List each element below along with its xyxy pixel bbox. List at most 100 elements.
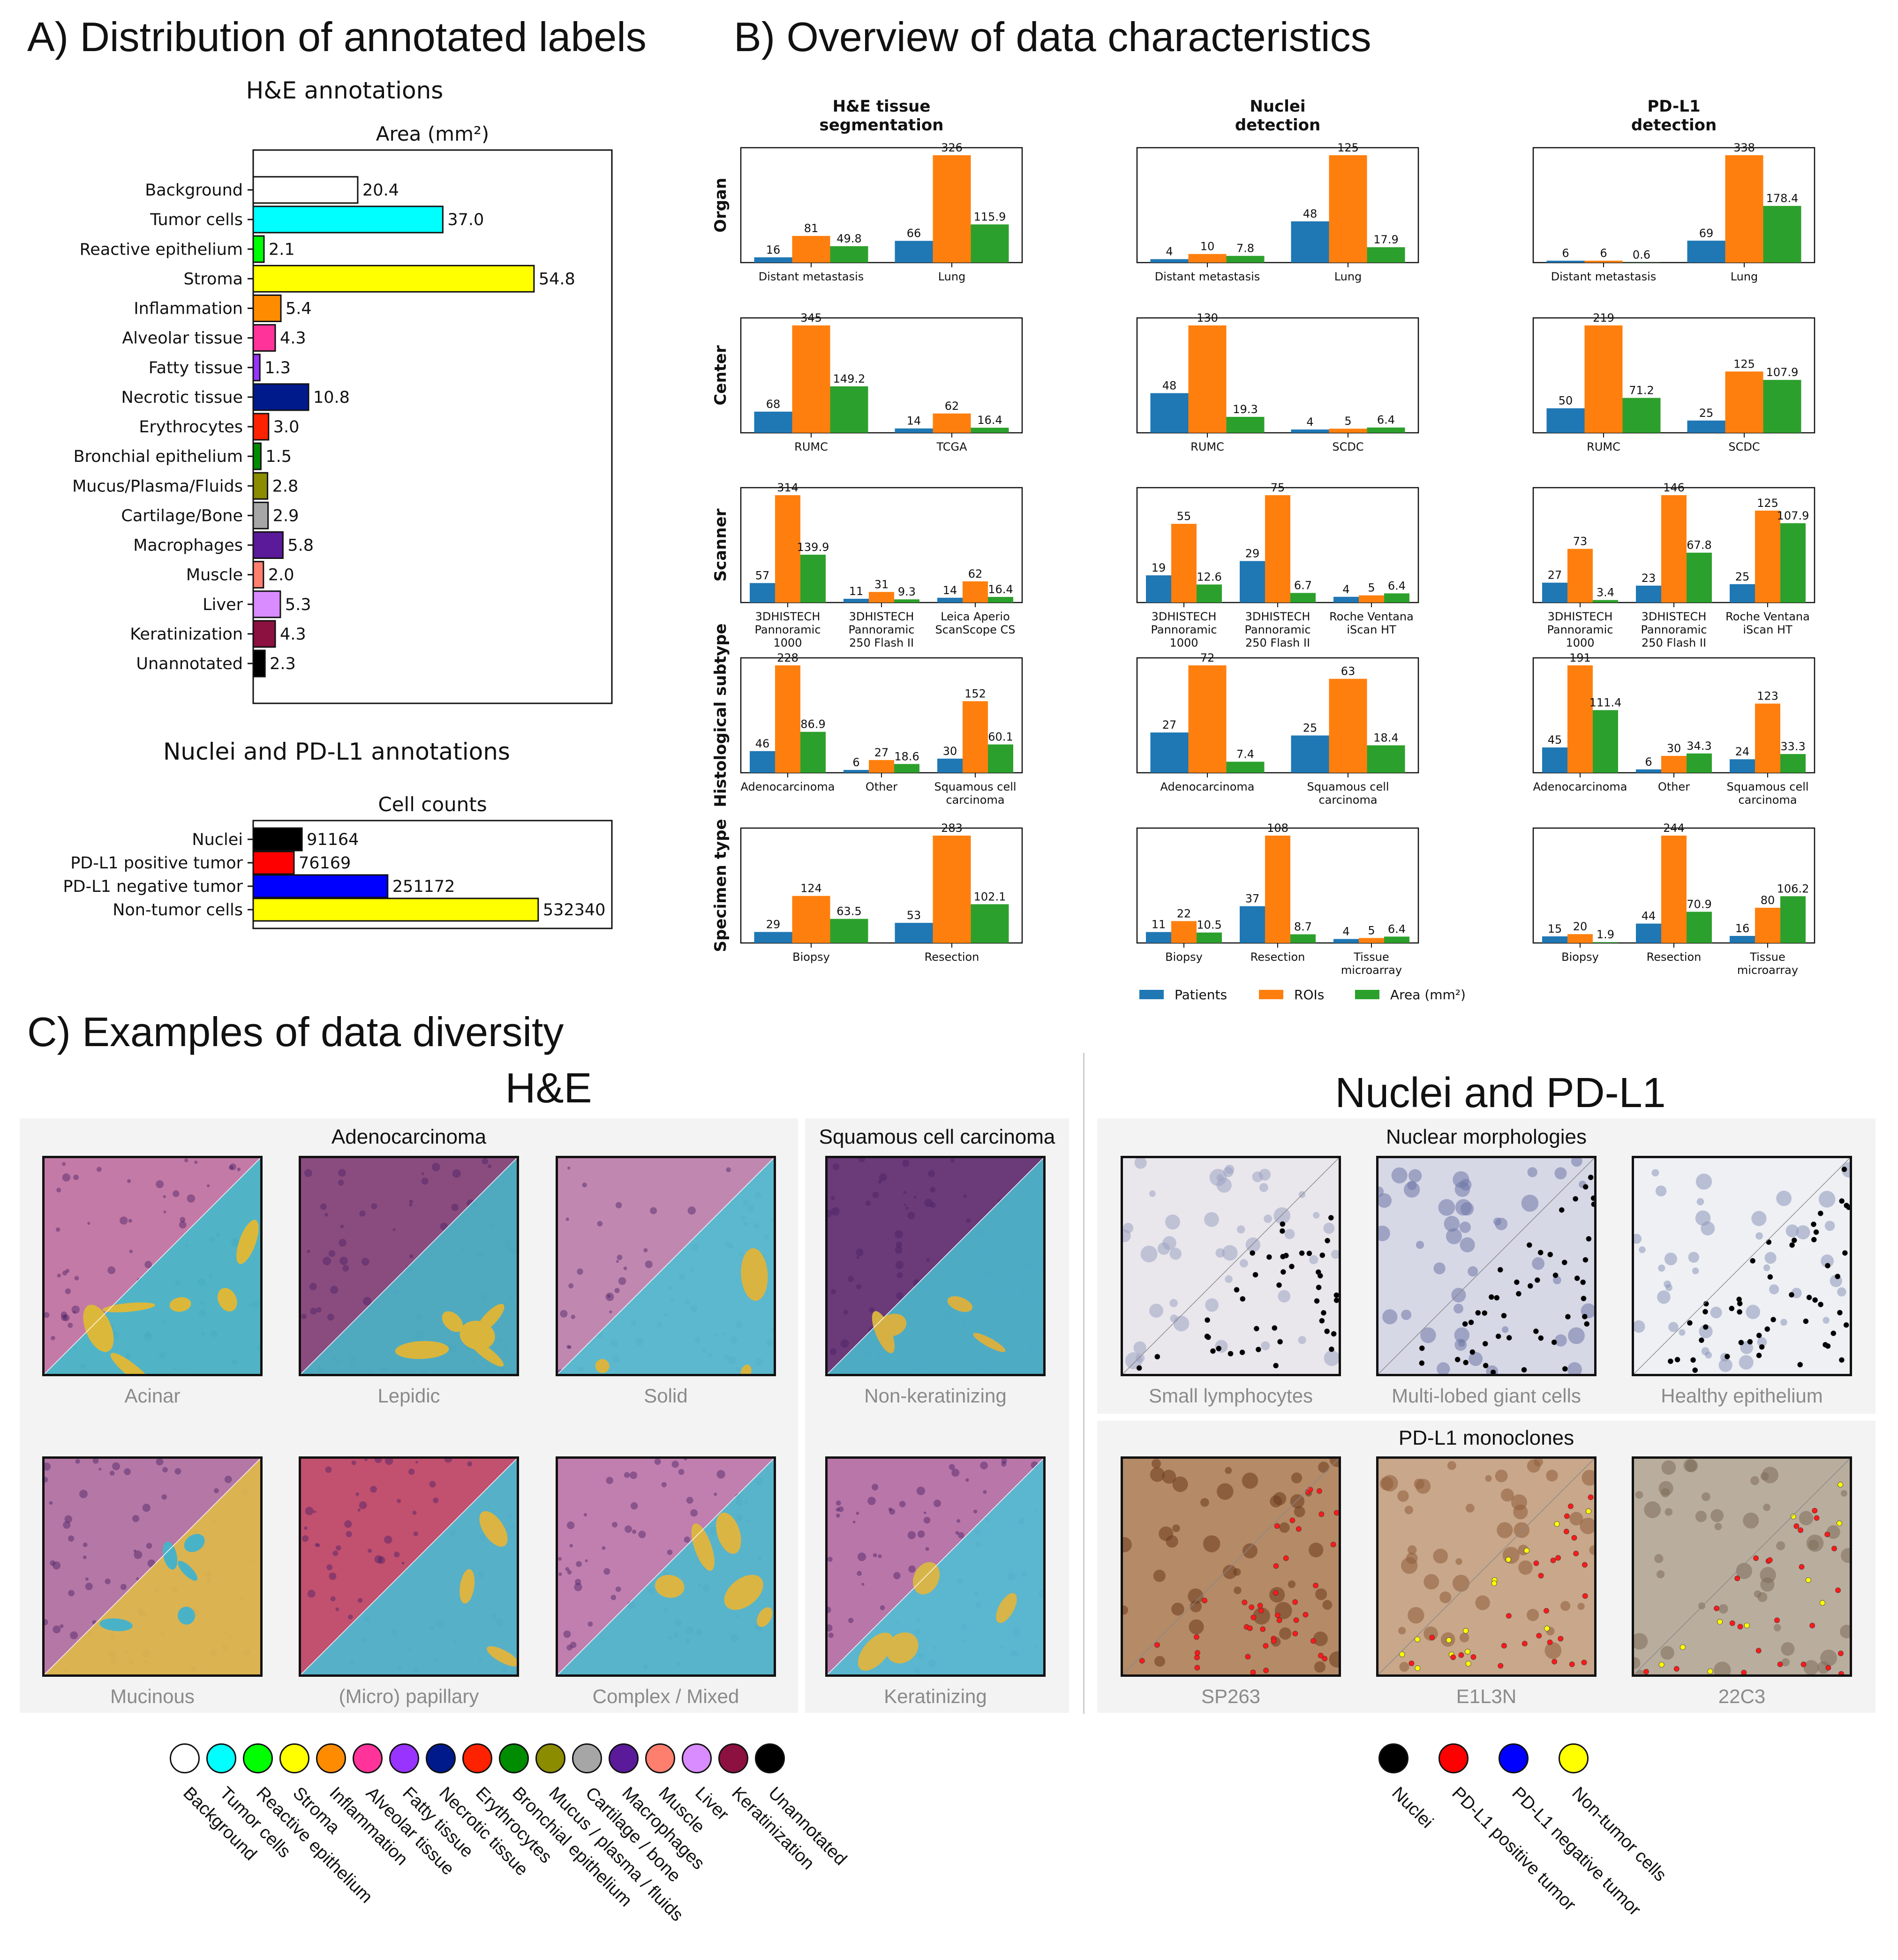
cell — [1245, 1237, 1260, 1252]
nucleus — [62, 1162, 66, 1166]
cell — [1755, 1232, 1763, 1240]
cell-marker — [1584, 1321, 1590, 1327]
legend-dot — [389, 1743, 419, 1773]
cell — [1401, 1310, 1412, 1320]
cell — [1665, 1284, 1672, 1291]
cell — [1757, 1592, 1768, 1602]
cell-marker — [1292, 1631, 1298, 1636]
cell-marker — [1841, 1166, 1847, 1172]
nucleus — [339, 1257, 348, 1265]
cell-marker — [1266, 1254, 1272, 1260]
category-label: Liver — [203, 596, 243, 614]
nucleus — [156, 1180, 164, 1188]
cell — [1318, 1462, 1329, 1473]
category-label: Nuclei — [192, 830, 243, 849]
category-label: PD-L1 positive tumor — [70, 854, 243, 873]
bar — [1367, 427, 1405, 433]
cell — [1239, 1259, 1248, 1268]
nucleus — [467, 1461, 473, 1467]
bar — [1755, 907, 1780, 943]
cell — [1495, 1217, 1508, 1230]
nucleus — [49, 1501, 53, 1505]
cell-marker — [1253, 1326, 1259, 1332]
panel-b-title: B) Overview of data characteristics — [734, 14, 1371, 60]
category-label: Biopsy — [792, 950, 830, 964]
nucleus — [339, 1239, 346, 1247]
cell-marker — [1774, 1617, 1780, 1623]
cell-marker — [1714, 1606, 1719, 1612]
cell — [1439, 1591, 1452, 1604]
nucleus — [237, 1168, 241, 1171]
bar — [252, 294, 282, 322]
bar — [252, 874, 389, 898]
cell-marker — [1734, 1576, 1740, 1582]
nucleus — [206, 1184, 210, 1188]
cell — [1808, 1539, 1819, 1550]
cell-marker — [1811, 1221, 1816, 1227]
value-label: 5.8 — [287, 536, 314, 555]
cell-marker — [1552, 1658, 1558, 1665]
cell-marker — [1750, 1258, 1755, 1264]
cell — [1511, 1494, 1527, 1510]
cell-marker — [1830, 1330, 1837, 1336]
nucleus — [624, 1472, 630, 1478]
nuclei-pdl1-example-tile — [1376, 1456, 1597, 1677]
nucleus — [1001, 1459, 1007, 1464]
cell-marker — [1299, 1250, 1305, 1256]
cell — [1290, 1494, 1305, 1509]
legend-swatch — [1355, 990, 1379, 999]
value-label: 244 — [1663, 822, 1685, 835]
cell-marker — [1139, 1658, 1145, 1664]
nucleus — [568, 1283, 574, 1289]
nucleus — [926, 1258, 930, 1262]
nucleus — [344, 1520, 352, 1528]
nucleus — [966, 1218, 971, 1223]
cell — [1546, 1470, 1558, 1482]
nucleus — [858, 1158, 866, 1162]
nucleus — [888, 1507, 892, 1512]
legend-dot — [170, 1743, 200, 1773]
value-label: 66 — [907, 227, 921, 240]
cell — [1750, 1476, 1760, 1485]
cell-marker — [1526, 1242, 1532, 1248]
bar — [1291, 429, 1329, 433]
legend-dot — [279, 1743, 309, 1773]
cell — [1309, 1542, 1324, 1558]
cell-marker — [1737, 1624, 1743, 1629]
cell-marker — [1724, 1354, 1730, 1359]
cell-marker — [1462, 1321, 1468, 1327]
nucleus — [893, 1572, 901, 1579]
cell-marker — [1843, 1322, 1849, 1328]
cell-marker — [1314, 1298, 1320, 1304]
value-label: 15 — [1548, 922, 1562, 935]
stroma-region — [177, 1606, 195, 1625]
bar — [252, 501, 269, 529]
nucleus — [174, 1468, 181, 1475]
cell-marker — [1330, 1541, 1336, 1547]
cell — [1739, 1355, 1754, 1370]
tile-image — [1634, 1459, 1850, 1674]
cell-marker — [1813, 1229, 1819, 1235]
value-label: 4 — [1306, 415, 1313, 429]
cell — [1416, 1478, 1431, 1494]
cell-marker — [1809, 1622, 1815, 1628]
bar — [1593, 710, 1618, 773]
nucleus — [831, 1196, 835, 1200]
cell-marker — [1506, 1613, 1512, 1619]
cell-marker — [1586, 1508, 1591, 1514]
nucleus — [889, 1508, 896, 1515]
nucleus — [374, 1459, 382, 1463]
nucleus — [163, 1210, 166, 1214]
tile-image — [1123, 1158, 1339, 1374]
pdl1-monoclones-header: PD-L1 monoclones — [1398, 1426, 1574, 1449]
nucleus — [908, 1565, 916, 1573]
split-line — [1634, 1158, 1850, 1374]
bar — [1661, 836, 1687, 943]
nucleus — [567, 1570, 572, 1575]
nucleus — [128, 1219, 132, 1223]
category-label: Lung — [1731, 270, 1758, 283]
subplot-frame — [1136, 317, 1419, 434]
legend-dot — [1378, 1743, 1408, 1773]
cell-marker — [1811, 1236, 1817, 1243]
cell-marker — [1454, 1357, 1461, 1363]
